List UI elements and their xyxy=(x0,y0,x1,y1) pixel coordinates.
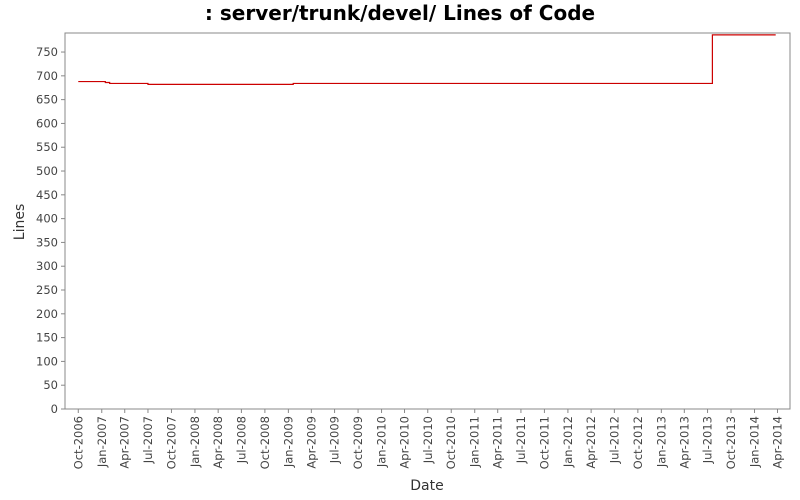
y-tick-label: 100 xyxy=(36,354,58,368)
x-tick-label: Oct-2013 xyxy=(724,416,738,469)
x-tick-label: Oct-2009 xyxy=(351,416,365,469)
chart-title: : server/trunk/devel/ Lines of Code xyxy=(205,1,595,25)
y-tick-label: 650 xyxy=(36,93,58,107)
x-tick-label: Oct-2012 xyxy=(631,416,645,469)
x-tick-label: Jul-2011 xyxy=(514,416,528,464)
x-tick-label: Oct-2011 xyxy=(537,416,551,469)
x-tick-label: Apr-2013 xyxy=(677,416,691,469)
y-axis: 0 50 100 150 200 250 300 350 400 450 500 550 600 650 7… xyxy=(36,45,65,416)
y-tick-label: 450 xyxy=(36,188,58,202)
y-tick-label: 700 xyxy=(36,69,58,83)
y-tick-label: 0 xyxy=(51,402,58,416)
x-tick-label: Jan-2011 xyxy=(468,416,482,468)
y-tick-label: 600 xyxy=(36,116,58,130)
x-tick-label: Jan-2008 xyxy=(188,416,202,468)
y-tick-label: 250 xyxy=(36,283,58,297)
x-tick-label: Jan-2013 xyxy=(654,416,668,468)
y-tick-label: 350 xyxy=(36,235,58,249)
y-tick-label: 550 xyxy=(36,140,58,154)
x-tick-label: Apr-2010 xyxy=(398,416,412,469)
x-tick-label: Jul-2007 xyxy=(141,416,155,464)
x-tick-label: Jul-2010 xyxy=(421,416,435,464)
y-tick-label: 200 xyxy=(36,307,58,321)
x-tick-label: Apr-2007 xyxy=(118,416,132,469)
y-tick-label: 150 xyxy=(36,331,58,345)
x-tick-label: Jul-2009 xyxy=(328,416,342,464)
x-tick-label: Apr-2009 xyxy=(304,416,318,469)
y-tick-label: 50 xyxy=(43,378,58,392)
x-tick-label: Jul-2013 xyxy=(701,416,715,464)
x-tick-label: Jul-2012 xyxy=(607,416,621,464)
x-tick-label: Apr-2008 xyxy=(211,416,225,469)
x-tick-label: Jan-2009 xyxy=(281,416,295,468)
y-tick-label: 750 xyxy=(36,45,58,59)
x-tick-label: Jan-2007 xyxy=(95,416,109,468)
x-tick-label: Oct-2006 xyxy=(71,416,85,469)
series-line xyxy=(78,34,776,85)
x-tick-label: Apr-2014 xyxy=(770,416,784,469)
x-tick-label: Jan-2012 xyxy=(561,416,575,468)
y-tick-label: 500 xyxy=(36,164,58,178)
x-tick-label: Oct-2010 xyxy=(444,416,458,469)
y-axis-label: Lines xyxy=(12,204,28,240)
x-tick-label: Jul-2008 xyxy=(234,416,248,464)
plot-area xyxy=(64,32,791,410)
x-axis-label: Date xyxy=(410,478,443,494)
x-tick-label: Apr-2012 xyxy=(584,416,598,469)
x-tick-label: Oct-2008 xyxy=(258,416,272,469)
x-tick-label: Jan-2010 xyxy=(375,416,389,468)
y-tick-label: 300 xyxy=(36,259,58,273)
y-tick-label: 400 xyxy=(36,212,58,226)
x-tick-label: Apr-2011 xyxy=(491,416,505,469)
x-axis: Oct-2006 Jan-2007 Apr-2007 Jul-2007 Oct-2007… xyxy=(71,409,784,469)
x-tick-label: Oct-2007 xyxy=(164,416,178,469)
x-tick-label: Jan-2014 xyxy=(748,416,762,468)
